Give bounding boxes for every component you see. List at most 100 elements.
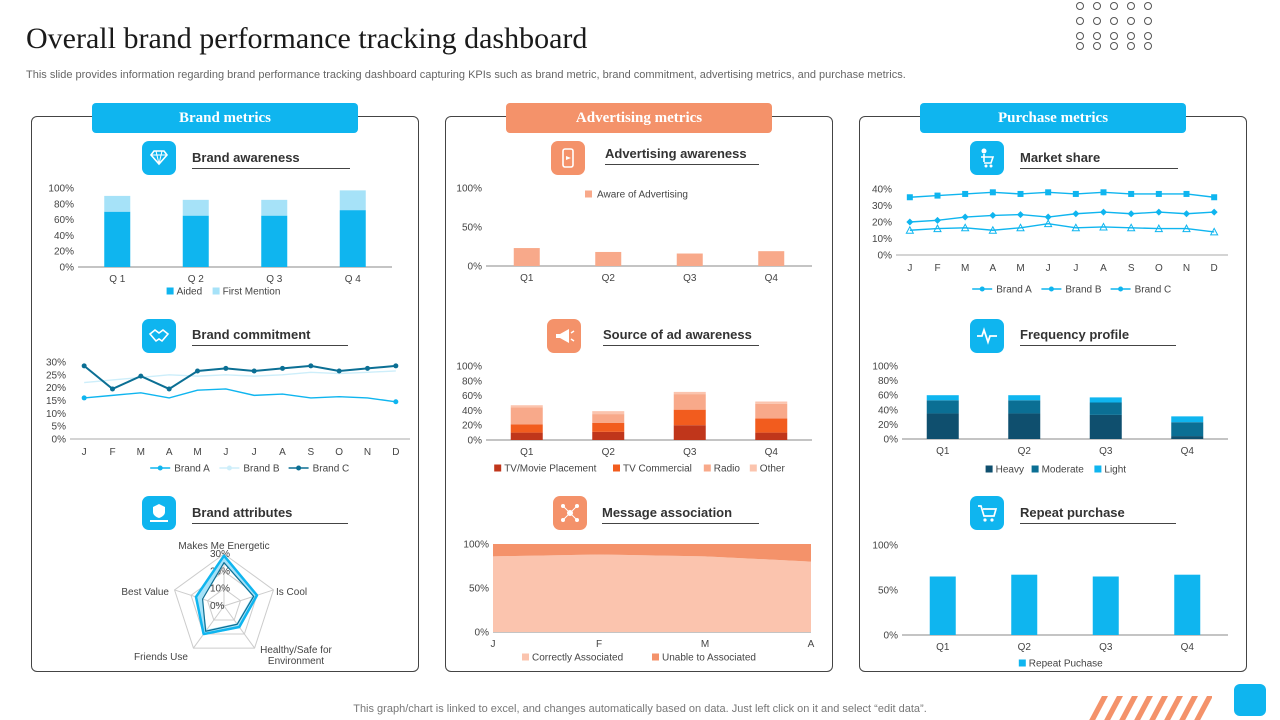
market_share-series-line [909,211,1215,223]
frequency_profile-legend-swatch [1094,465,1102,473]
market_share-ytick: 40% [872,185,892,196]
brand_awareness-bar [182,199,209,216]
brand_attributes-series-polygon [194,554,259,636]
market_share-point [1127,210,1135,218]
frequency_profile-ytick: 20% [878,420,898,431]
brand-metrics-header: Brand metrics [92,103,358,133]
hand-gem-icon [142,141,176,175]
market_share-ytick: 10% [872,234,892,245]
market_share-xtick: N [1183,263,1190,274]
source_ad_awareness-bar [673,391,706,395]
repeat_purchase-xtick: Q1 [936,642,950,653]
mobile-ad-icon [551,141,585,175]
frequency_profile-bar [1008,400,1041,414]
brand_awareness-xtick: Q 1 [109,274,126,285]
source_ad_awareness-bar [592,422,625,432]
advertising_awareness-bar [758,251,785,266]
advertising_awareness-bar [513,248,540,266]
market-share-chart: 0% 10% 20% 30% 40% J F M A M J J A S O N D Brand A Brand B… [872,185,1228,296]
market_share-point [989,211,997,219]
source_ad_awareness-ytick: 80% [462,376,482,387]
market_share-point [934,192,941,199]
frequency_profile-bar [1171,436,1204,439]
advertising_awareness-xtick: Q1 [520,273,534,284]
brand_awareness-ytick: 0% [60,263,75,274]
pulse-icon [970,319,1004,353]
market_share-point [1183,210,1190,218]
market_share-point [934,216,941,224]
brand_attributes-spoke [223,589,274,607]
advertising-awareness-title: Advertising awareness [605,146,759,165]
market_share-point [1209,227,1219,236]
page-subtitle: This slide provides information regardin… [26,69,906,81]
frequency_profile-bar [926,413,959,439]
market_share-xtick: O [1155,263,1163,274]
brand_awareness-bar [261,215,288,267]
market_share-point [1017,211,1024,219]
source-ad-awareness-chart: 0% 20% 40% 60% 80% 100% Q1 Q2 Q3 Q4 TV/Movie Place… [456,362,812,475]
network-icon [553,496,587,530]
source_ad_awareness-xtick: Q3 [683,447,697,458]
brand_commitment-xtick: A [279,447,286,458]
source_ad_awareness-legend-swatch [749,464,757,472]
footer-note: This graph/chart is linked to excel, and… [353,703,927,715]
source_ad_awareness-xtick: Q1 [520,447,534,458]
brand_commitment-ytick: 25% [46,370,66,381]
brand_awareness-bar [261,199,288,216]
source_ad_awareness-bar [592,431,625,440]
message_association-area-unable [493,544,811,562]
market_share-point [1183,190,1190,197]
handshake-icon [142,319,176,353]
market_share-xtick: M [961,263,969,274]
repeat-purchase-chart: 0% 50% 100% Q1 Q2 Q3 Q4 Repeat Puchase [872,541,1228,670]
page-title: Overall brand performance tracking dashb… [26,22,588,55]
brand_attributes-axis-label: Best Value [121,587,169,598]
advertising_awareness-xtick: Q4 [765,273,779,284]
brand-attributes-title: Brand attributes [192,505,348,524]
brand_commitment-ytick: 30% [46,358,66,369]
brand_awareness-bar [339,190,366,211]
frequency_profile-xtick: Q3 [1099,446,1113,457]
market_share-point [906,218,914,226]
brand_commitment-point [393,399,399,405]
brand_commitment-legend-label: Brand A [174,464,210,475]
market_share-point [1099,222,1108,231]
brand_commitment-series-line [83,364,396,391]
source_ad_awareness-legend-label: Radio [714,464,741,475]
brand_commitment-ytick: 15% [46,396,66,407]
source_ad_awareness-legend-label: Other [760,464,786,475]
source_ad_awareness-legend-swatch [703,464,711,472]
market_share-point [1072,210,1080,218]
brand_commitment-xtick: M [137,447,145,458]
market_share-point [988,225,998,234]
market_share-xtick: J [1073,263,1078,274]
market_share-xtick: J [1046,263,1051,274]
source_ad_awareness-bar [755,432,788,440]
message_association-area-correct [493,554,811,632]
advertising-metrics-header: Advertising metrics [506,103,772,133]
brand_commitment-series-line [84,388,396,403]
message_association-ytick: 0% [475,628,490,639]
market_share-point [905,225,915,234]
brand_commitment-point [280,365,285,371]
market-share-title: Market share [1020,150,1178,169]
repeat_purchase-xtick: Q2 [1018,642,1032,653]
frequency-profile-title: Frequency profile [1020,327,1176,346]
message_association-xtick: F [596,639,602,650]
brand_commitment-point [138,373,144,379]
market_share-legend-marker [1118,286,1124,292]
source_ad_awareness-bar [510,405,543,408]
market_share-point [1155,190,1162,197]
message_association-xtick: M [701,639,709,650]
brand_commitment-xtick: O [335,447,343,458]
advertising_awareness-ytick: 100% [456,184,482,195]
advertising_awareness-ytick: 0% [468,262,483,273]
market_share-point [989,189,996,196]
brand_commitment-point [223,365,229,371]
brand_attributes-rtick: 10% [210,584,230,595]
market_share-point [1071,223,1081,232]
brand_commitment-xtick: N [364,447,371,458]
brand_attributes-rtick: 30% [210,549,230,560]
repeat_purchase-xtick: Q4 [1181,642,1195,653]
market_share-point [962,190,969,197]
